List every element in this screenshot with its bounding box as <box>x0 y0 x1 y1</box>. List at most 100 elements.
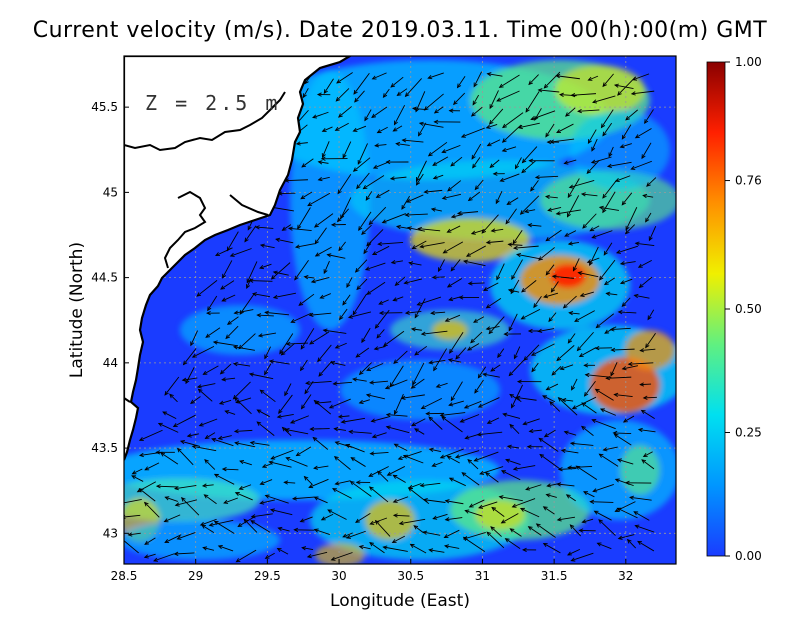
velocity-arrow-head <box>162 411 168 416</box>
velocity-arrow-head <box>598 519 603 524</box>
velocity-arrow <box>606 292 618 296</box>
velocity-arrow-head <box>500 519 506 524</box>
velocity-arrow <box>473 71 483 87</box>
velocity-arrow-head <box>543 83 549 89</box>
velocity-arrow <box>366 229 384 246</box>
velocity-arrow <box>353 125 367 132</box>
velocity-arrow <box>321 513 334 521</box>
velocity-arrow <box>419 122 444 128</box>
velocity-arrow <box>378 241 404 245</box>
velocity-arrow-head <box>561 398 567 403</box>
velocity-arrow-head <box>568 311 574 316</box>
velocity-arrow <box>486 326 500 330</box>
velocity-arrow-head <box>432 161 438 166</box>
velocity-arrow-head <box>562 303 568 309</box>
velocity-arrow <box>205 432 216 439</box>
velocity-arrow <box>551 281 559 293</box>
velocity-arrow-head <box>317 176 323 182</box>
velocity-arrow-head <box>626 538 632 544</box>
velocity-arrow-head <box>507 288 513 293</box>
velocity-arrow <box>558 468 577 470</box>
velocity-arrow-head <box>358 399 364 404</box>
velocity-arrow <box>550 138 575 143</box>
velocity-arrow-head <box>634 524 640 529</box>
velocity-arrow-head <box>498 495 504 500</box>
velocity-arrow-head <box>527 526 533 531</box>
velocity-arrow <box>244 225 257 242</box>
velocity-arrow-head <box>337 189 342 195</box>
velocity-patch <box>590 357 660 413</box>
velocity-arrow-head <box>441 195 447 200</box>
velocity-arrow-head <box>527 328 533 334</box>
velocity-arrow-head <box>330 222 336 227</box>
velocity-arrow-head <box>545 236 551 242</box>
velocity-arrow <box>164 514 181 523</box>
velocity-arrow-head <box>427 75 433 80</box>
velocity-arrow <box>499 496 523 502</box>
velocity-arrow <box>286 457 308 467</box>
velocity-arrow <box>604 277 616 285</box>
velocity-arrow <box>204 494 217 505</box>
velocity-arrow <box>165 496 178 502</box>
velocity-arrow-head <box>143 501 149 507</box>
velocity-arrow-head <box>300 344 305 350</box>
velocity-arrow <box>469 499 485 508</box>
velocity-arrow-head <box>534 175 540 180</box>
velocity-arrow <box>257 314 274 317</box>
velocity-arrow <box>530 180 539 192</box>
velocity-arrow-head <box>428 416 434 422</box>
velocity-arrow-head <box>507 242 513 247</box>
velocity-arrow-head <box>542 395 547 400</box>
velocity-arrow <box>356 172 370 189</box>
velocity-arrow <box>442 193 462 199</box>
velocity-arrow <box>373 162 388 169</box>
velocity-arrow <box>457 75 466 88</box>
velocity-arrow <box>256 421 275 436</box>
velocity-arrow <box>190 330 198 346</box>
velocity-arrow-head <box>556 356 562 362</box>
y-tick-label: 45 <box>103 185 118 199</box>
velocity-arrow <box>342 141 352 158</box>
velocity-arrow <box>587 257 600 263</box>
velocity-patch <box>432 320 468 340</box>
velocity-arrow <box>432 276 445 278</box>
velocity-arrow <box>200 518 217 526</box>
velocity-arrow-head <box>583 363 589 368</box>
velocity-arrow <box>361 327 371 343</box>
coast-detail <box>163 190 207 269</box>
velocity-arrow <box>301 394 312 409</box>
velocity-arrow <box>264 363 272 375</box>
velocity-arrow <box>474 179 484 190</box>
velocity-arrow-head <box>423 106 429 111</box>
velocity-arrow-head <box>239 309 244 315</box>
velocity-arrow <box>183 348 197 365</box>
velocity-arrow-head <box>378 300 384 305</box>
velocity-arrow <box>501 513 519 524</box>
velocity-arrow <box>564 159 577 164</box>
velocity-arrow-head <box>404 310 410 315</box>
velocity-arrow-head <box>212 340 218 345</box>
velocity-arrow <box>199 418 218 427</box>
velocity-arrow <box>516 396 537 401</box>
velocity-arrow-head <box>386 471 392 476</box>
velocity-arrow-head <box>486 72 492 77</box>
velocity-arrow-head <box>470 230 476 235</box>
velocity-arrow <box>496 263 505 280</box>
velocity-arrow <box>470 331 483 344</box>
velocity-arrow-head <box>353 89 358 95</box>
velocity-arrow-head <box>164 496 170 501</box>
velocity-arrow <box>545 123 555 138</box>
velocity-arrow-head <box>280 351 286 356</box>
velocity-arrow <box>153 553 175 562</box>
velocity-arrow <box>214 473 235 485</box>
velocity-arrow <box>173 414 196 427</box>
velocity-arrow <box>304 381 314 394</box>
velocity-arrow-head <box>556 129 562 134</box>
velocity-arrow-head <box>348 429 354 434</box>
velocity-arrow <box>390 176 407 180</box>
velocity-arrow-head <box>318 371 323 377</box>
velocity-arrow <box>269 461 292 468</box>
velocity-arrow <box>548 312 557 322</box>
velocity-arrow-head <box>566 212 571 218</box>
velocity-arrow-head <box>246 284 250 290</box>
